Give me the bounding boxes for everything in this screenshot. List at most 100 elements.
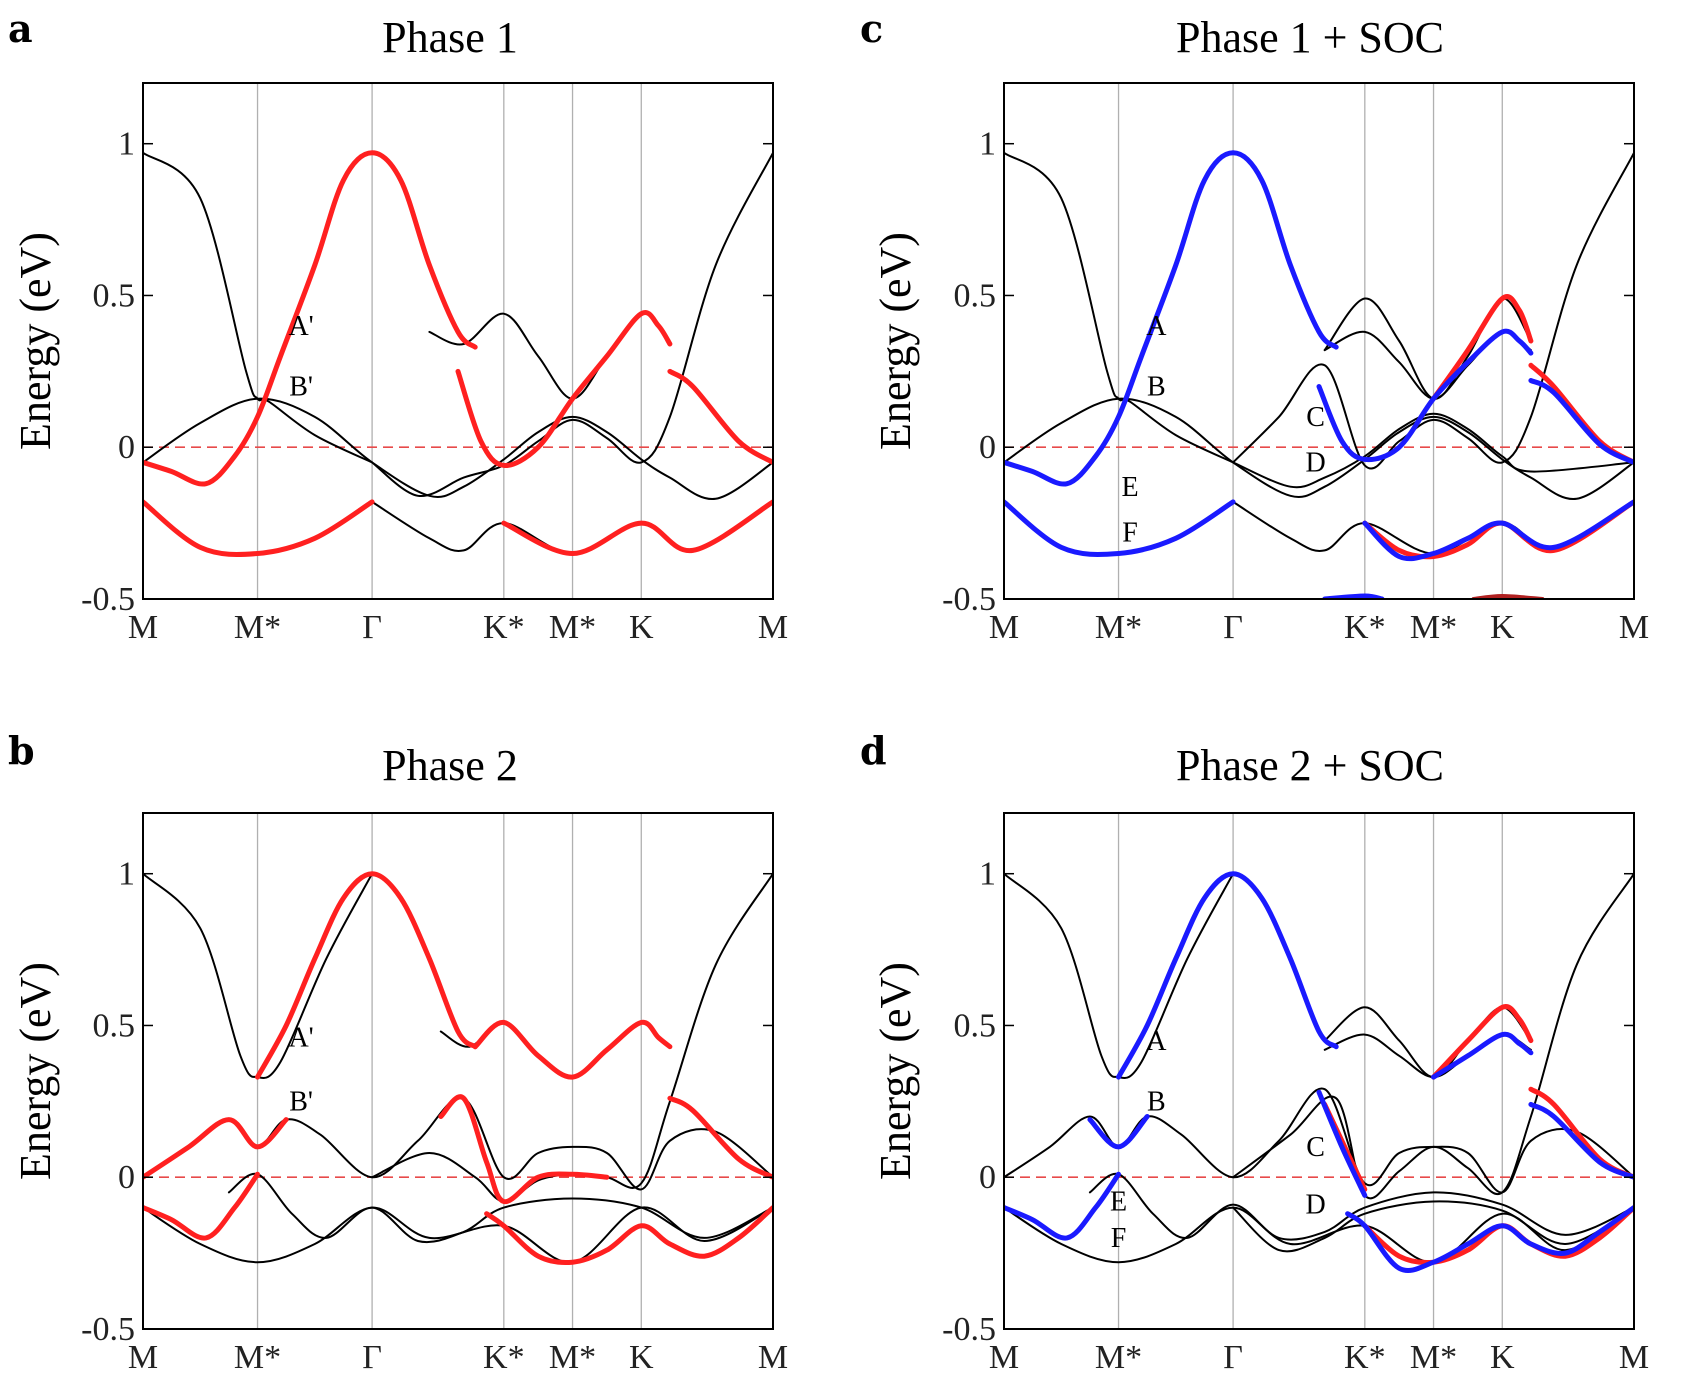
x-tick-label: M* <box>1095 609 1142 646</box>
band-annotation: B' <box>289 372 313 403</box>
y-tick-label: -0.5 <box>81 581 135 618</box>
band-line <box>143 1117 289 1180</box>
band-line <box>143 1171 260 1241</box>
band-line <box>371 151 773 497</box>
y-tick-label: 0.5 <box>954 277 997 314</box>
band-line <box>143 1206 773 1264</box>
band-line <box>1431 1031 1534 1080</box>
y-tick-label: 0.5 <box>93 1007 136 1044</box>
band-line <box>227 1172 773 1244</box>
x-tick-label: M <box>989 609 1019 646</box>
x-tick-label: Γ <box>1223 609 1243 646</box>
x-tick-label: K <box>1490 609 1515 646</box>
band-line <box>255 871 478 1080</box>
y-axis-label: Energy (eV) <box>11 232 60 450</box>
band-line <box>1004 150 1339 487</box>
bands <box>1004 150 1634 599</box>
band-annotation: A <box>1146 311 1167 342</box>
band-annotation: C <box>1306 402 1325 433</box>
panel-b: -0.5 0 0.5 1 M M* Γ K* M* K M Phase 2 b Energy (eV) A'… <box>8 728 788 1376</box>
y-tick-label: 0 <box>118 1159 135 1196</box>
band-line <box>501 499 773 556</box>
y-tick-label: 1 <box>118 126 135 163</box>
y-tick-label: 0.5 <box>93 277 136 314</box>
band-line <box>484 1205 773 1266</box>
y-tick-label: -0.5 <box>942 1311 996 1348</box>
band-line <box>1528 378 1634 465</box>
panel-label: c <box>860 6 883 51</box>
y-tick-label: 0.5 <box>954 1007 997 1044</box>
panel-a: -0.5 0 0.5 1 M M* Γ K* M* K M Phase 1 a Energy (eV) A'… <box>8 6 788 646</box>
x-tick-label: M* <box>1410 609 1457 646</box>
x-tick-label: M* <box>234 1339 281 1376</box>
x-tick-label: Γ <box>362 1339 382 1376</box>
band-annotation: C <box>1306 1132 1325 1163</box>
x-tick-label: K* <box>1344 609 1386 646</box>
panel-title: Phase 2 <box>382 741 518 790</box>
band-line <box>1004 151 1235 464</box>
bands <box>143 871 773 1266</box>
x-tick-label: Γ <box>362 609 382 646</box>
panel-title: Phase 1 <box>382 13 518 62</box>
band-line <box>1323 297 1532 400</box>
band-line <box>1116 871 1339 1080</box>
band-line <box>1345 1205 1634 1273</box>
x-tick-label: M* <box>234 609 281 646</box>
band-annotation: E <box>1121 472 1138 503</box>
x-tick-label: K* <box>1344 1339 1386 1376</box>
y-tick-label: 0 <box>979 1159 996 1196</box>
band-line <box>1232 151 1634 470</box>
x-tick-label: Γ <box>1223 1339 1243 1376</box>
panel-label: b <box>8 728 35 773</box>
band-line <box>472 1019 673 1080</box>
x-tick-label: M* <box>549 609 596 646</box>
panel-title: Phase 1 + SOC <box>1176 13 1444 62</box>
band-annotation: B <box>1147 1086 1166 1117</box>
x-tick-label: M <box>1619 609 1649 646</box>
band-line <box>438 1094 610 1205</box>
x-tick-label: M <box>758 1339 788 1376</box>
band-line <box>1232 872 1634 1200</box>
plot-frame <box>1003 812 1635 1330</box>
y-tick-label: -0.5 <box>81 1311 135 1348</box>
band-line <box>1087 1114 1150 1150</box>
band-line <box>1088 1172 1634 1241</box>
plot-frame <box>1003 82 1635 600</box>
y-axis-label: Energy (eV) <box>871 962 920 1180</box>
band-line <box>1431 1004 1534 1080</box>
x-tick-label: K <box>1490 1339 1515 1376</box>
panel-label: a <box>8 6 33 51</box>
band-annotation: E <box>1110 1187 1127 1218</box>
band-line <box>1431 294 1534 402</box>
band-line <box>428 311 671 400</box>
y-tick-label: 0 <box>979 429 996 466</box>
y-tick-label: 0 <box>118 429 135 466</box>
y-tick-label: 1 <box>979 126 996 163</box>
x-tick-label: M <box>989 1339 1019 1376</box>
x-tick-label: K <box>629 609 654 646</box>
band-line <box>143 151 374 464</box>
panel-d: -0.5 0 0.5 1 M M* Γ K* M* K M Phase 2 + SOC d Energy … <box>860 728 1649 1376</box>
x-tick-label: M <box>1619 1339 1649 1376</box>
band-annotation: F <box>1111 1223 1127 1254</box>
band-line <box>1528 1101 1634 1180</box>
band-annotation: D <box>1305 1190 1325 1221</box>
y-tick-label: 1 <box>118 856 135 893</box>
band-line <box>1004 499 1236 557</box>
band-line <box>667 368 773 465</box>
band-annotation: D <box>1305 448 1325 479</box>
band-line <box>143 499 375 557</box>
x-tick-label: M <box>758 609 788 646</box>
band-line <box>1323 1006 1532 1079</box>
band-annotation: B <box>1147 372 1166 403</box>
panel-c: -0.5 0 0.5 1 M M* Γ K* M* K M Phase 1 + SOC c Energy … <box>860 6 1649 646</box>
panel-label: d <box>860 728 887 773</box>
y-axis-label: Energy (eV) <box>11 962 60 1180</box>
band-line <box>1362 499 1634 560</box>
plot-frame <box>142 82 774 600</box>
bands <box>1004 871 1634 1273</box>
x-tick-label: M* <box>1410 1339 1457 1376</box>
panel-title: Phase 2 + SOC <box>1176 741 1444 790</box>
x-tick-label: M <box>128 609 158 646</box>
